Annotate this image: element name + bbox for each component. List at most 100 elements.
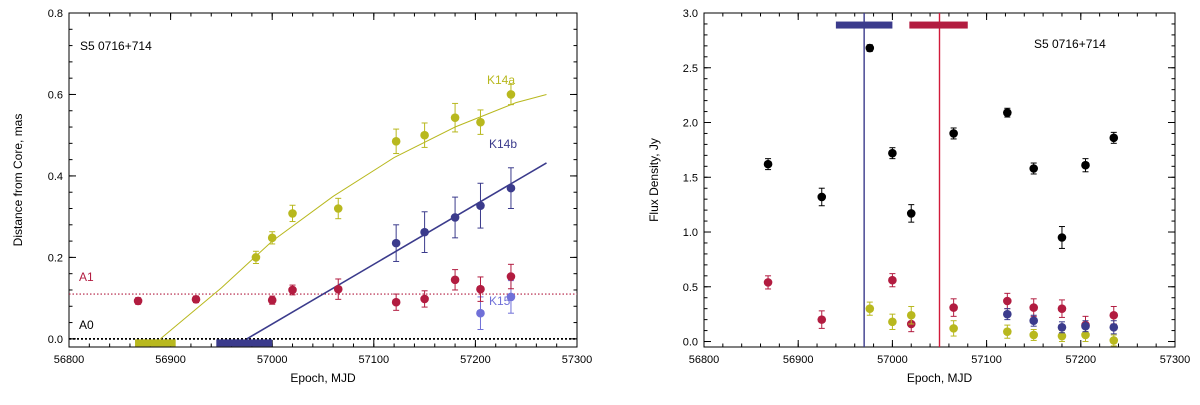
x-axis-label: Epoch, MJD (290, 371, 356, 385)
data-point-core (763, 159, 773, 169)
y-tick-label: 2.0 (683, 118, 698, 130)
data-point-k14a (906, 310, 916, 320)
data-point-core (817, 192, 827, 202)
data-point-core (906, 209, 916, 218)
data-point-k15 (506, 292, 516, 302)
plot-frame (68, 12, 578, 348)
data-point-k14a (288, 209, 297, 218)
data-point-a1 (888, 275, 897, 285)
data-point-k14a (949, 324, 958, 333)
y-tick-label: 0.5 (683, 282, 698, 294)
data-point-a1 (763, 278, 773, 287)
ejection-bar-k14b (835, 21, 893, 29)
data-point-k14a (476, 117, 485, 127)
label-k15: K15 (489, 294, 511, 308)
data-point-a1 (817, 315, 827, 324)
x-tick-label: 57300 (562, 354, 593, 366)
data-point-a1 (506, 272, 516, 281)
ejection-bar-k14a (135, 339, 176, 347)
data-point-k14b (450, 213, 460, 222)
label-k14a: K14a (487, 73, 515, 87)
x-tick-label: 56900 (783, 354, 814, 366)
data-point-core (1109, 133, 1119, 143)
data-point-a1 (1003, 296, 1012, 306)
x-tick-label: 57000 (877, 354, 908, 366)
y-axis-label: Distance from Core, mas (11, 114, 25, 247)
x-axis-label: Epoch, MJD (907, 371, 973, 385)
x-tick-label: 57100 (359, 354, 390, 366)
data-point-a1 (333, 284, 343, 294)
data-point-core (888, 148, 897, 158)
data-point-a1 (288, 285, 297, 295)
x-tick-label: 56900 (155, 354, 186, 366)
distance-chart: 56800 56900 57000 57100 57200 57300 0.0 0.2 0.4 0… (11, 8, 593, 385)
data-point-a1 (191, 295, 201, 304)
x-tick-label: 56800 (54, 354, 85, 366)
data-point-k14b (1057, 322, 1067, 332)
data-point-k14a (450, 113, 460, 122)
y-axis-label: Flux Density, Jy (647, 138, 661, 222)
y-tick-label: 0.2 (48, 252, 63, 264)
y-tick-label: 0.0 (683, 337, 698, 349)
data-point-k14b (420, 227, 429, 237)
data-point-k14b (1081, 321, 1090, 331)
data-point-k14a (506, 90, 516, 99)
data-point-k14a (251, 253, 261, 262)
data-point-k14a (1057, 331, 1067, 341)
data-point-k14b (1003, 309, 1012, 319)
data-point-a1 (1109, 310, 1119, 320)
y-tick-label: 3.0 (683, 8, 698, 20)
data-point-k15 (476, 308, 485, 318)
y-tick-label: 1.5 (683, 172, 698, 184)
ejection-bar-k14a (909, 21, 968, 29)
data-point-k14a (420, 130, 429, 140)
x-tick-label: 57200 (1066, 354, 1097, 366)
data-point-core (1057, 233, 1067, 242)
x-tick-label: 57300 (1160, 354, 1191, 366)
data-point-k14a (267, 233, 277, 243)
data-point-k14b (1109, 322, 1119, 332)
data-point-k14a (1081, 330, 1090, 340)
data-point-k14a (865, 304, 875, 313)
chart-title: S5 0716+714 (80, 39, 152, 53)
data-point-k14b (391, 238, 401, 248)
chart-title: S5 0716+714 (1034, 37, 1106, 51)
data-point-k14a (1109, 336, 1119, 345)
data-point-a1 (450, 275, 460, 285)
data-point-core (865, 43, 875, 53)
data-point-k14b (1029, 316, 1038, 326)
data-point-a1 (267, 295, 277, 305)
label-a1: A1 (79, 270, 94, 284)
x-tick-label: 57200 (460, 354, 491, 366)
x-tick-label: 56800 (689, 354, 720, 366)
label-a0: A0 (79, 318, 94, 332)
data-point-k14a (333, 204, 343, 213)
label-k14b: K14b (489, 137, 517, 151)
data-point-a1 (133, 296, 143, 306)
data-point-a1 (1057, 304, 1067, 313)
data-point-k14a (1003, 327, 1012, 336)
data-point-k14a (1029, 330, 1038, 340)
fit-line-k14a-fit (160, 94, 547, 340)
x-tick-label: 57000 (257, 354, 288, 366)
data-point-a1 (949, 303, 958, 312)
data-point-a1 (1029, 303, 1038, 312)
data-point-k14b (476, 201, 485, 210)
y-tick-label: 0.4 (48, 171, 63, 183)
data-point-k14a (888, 317, 897, 327)
x-tick-label: 57100 (971, 354, 1002, 366)
ejection-bar-k14b (216, 339, 273, 347)
data-point-core (1003, 108, 1012, 117)
y-tick-label: 0.8 (48, 8, 63, 20)
data-point-k14a (391, 137, 401, 146)
data-point-core (1029, 164, 1038, 173)
data-point-a1 (391, 297, 401, 307)
data-point-core (949, 129, 958, 138)
y-tick-label: 0.0 (48, 334, 63, 346)
y-tick-label: 2.5 (683, 63, 698, 75)
y-tick-label: 0.6 (48, 89, 63, 101)
data-point-k14b (506, 183, 516, 193)
data-point-a1 (476, 284, 485, 294)
data-point-a1 (420, 294, 429, 304)
